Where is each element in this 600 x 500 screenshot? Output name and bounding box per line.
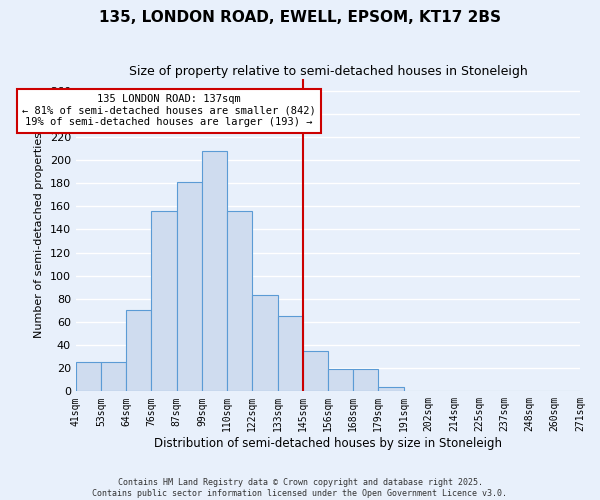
Bar (202, 151, 227, 392)
Bar (227, 211, 253, 392)
X-axis label: Distribution of semi-detached houses by size in Stoneleigh: Distribution of semi-detached houses by … (154, 437, 502, 450)
Bar (126, 310, 151, 392)
Text: Contains HM Land Registry data © Crown copyright and database right 2025.
Contai: Contains HM Land Registry data © Crown c… (92, 478, 508, 498)
Bar (176, 182, 202, 392)
Bar (151, 211, 176, 392)
Bar (101, 362, 126, 392)
Bar (278, 316, 303, 392)
Bar (353, 370, 379, 392)
Bar (76, 362, 101, 392)
Title: Size of property relative to semi-detached houses in Stoneleigh: Size of property relative to semi-detach… (128, 65, 527, 78)
Text: 135, LONDON ROAD, EWELL, EPSOM, KT17 2BS: 135, LONDON ROAD, EWELL, EPSOM, KT17 2BS (99, 10, 501, 25)
Y-axis label: Number of semi-detached properties: Number of semi-detached properties (34, 132, 44, 338)
Bar (379, 386, 404, 392)
Text: 135 LONDON ROAD: 137sqm
← 81% of semi-detached houses are smaller (842)
19% of s: 135 LONDON ROAD: 137sqm ← 81% of semi-de… (22, 94, 316, 128)
Bar (303, 351, 328, 392)
Bar (328, 370, 353, 392)
Bar (253, 296, 278, 392)
